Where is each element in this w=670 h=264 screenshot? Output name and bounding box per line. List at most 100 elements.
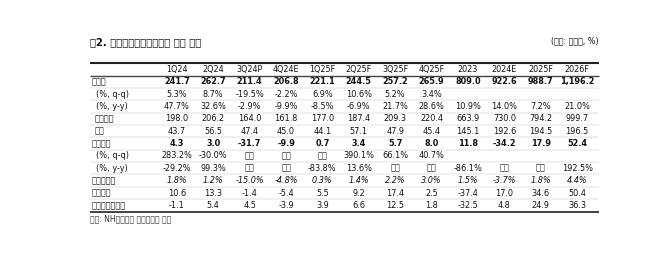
- Text: 영업이익: 영업이익: [92, 139, 112, 148]
- Text: 257.2: 257.2: [383, 77, 408, 86]
- Text: 4.8: 4.8: [498, 201, 511, 210]
- Text: 9.2: 9.2: [352, 188, 365, 197]
- Text: -29.2%: -29.2%: [163, 164, 191, 173]
- Text: 7.2%: 7.2%: [531, 102, 551, 111]
- Text: 50.4: 50.4: [568, 188, 586, 197]
- Text: -32.5: -32.5: [458, 201, 478, 210]
- Text: 일렉포일: 일렉포일: [94, 114, 114, 123]
- Text: 177.0: 177.0: [311, 114, 334, 123]
- Text: 43.7: 43.7: [168, 127, 186, 136]
- Text: 5.2%: 5.2%: [385, 89, 405, 98]
- Text: 2Q25F: 2Q25F: [346, 65, 372, 74]
- Text: -30.0%: -30.0%: [199, 152, 228, 161]
- Text: (%, y-y): (%, y-y): [96, 102, 128, 111]
- Text: 0.7: 0.7: [315, 139, 330, 148]
- Text: 283.2%: 283.2%: [161, 152, 192, 161]
- Text: 5.7: 5.7: [388, 139, 403, 148]
- Text: 1.8: 1.8: [425, 201, 438, 210]
- Text: 2Q24: 2Q24: [202, 65, 224, 74]
- Text: 2.5: 2.5: [425, 188, 438, 197]
- Text: 8.7%: 8.7%: [203, 89, 224, 98]
- Text: 1.8%: 1.8%: [531, 176, 551, 185]
- Text: 211.4: 211.4: [237, 77, 263, 86]
- Text: 2.2%: 2.2%: [385, 176, 405, 185]
- Text: (%, y-y): (%, y-y): [96, 164, 128, 173]
- Text: 47.4: 47.4: [241, 127, 259, 136]
- Text: 194.5: 194.5: [529, 127, 552, 136]
- Text: 흑전: 흑전: [391, 164, 400, 173]
- Text: -9.9: -9.9: [277, 139, 295, 148]
- Text: -5.4: -5.4: [278, 188, 294, 197]
- Text: 13.3: 13.3: [204, 188, 222, 197]
- Text: 적전: 적전: [281, 164, 291, 173]
- Text: 매출액: 매출액: [92, 77, 107, 86]
- Text: 192.5%: 192.5%: [561, 164, 592, 173]
- Text: 206.2: 206.2: [202, 114, 225, 123]
- Text: 2026F: 2026F: [565, 65, 590, 74]
- Text: 1.5%: 1.5%: [458, 176, 478, 185]
- Text: 32.6%: 32.6%: [200, 102, 226, 111]
- Text: 17.4: 17.4: [386, 188, 404, 197]
- Text: 14.0%: 14.0%: [491, 102, 517, 111]
- Text: 40.7%: 40.7%: [419, 152, 444, 161]
- Text: 265.9: 265.9: [419, 77, 444, 86]
- Text: 지배주주순이익: 지배주주순이익: [92, 201, 126, 210]
- Text: 663.9: 663.9: [456, 114, 480, 123]
- Text: 3Q25F: 3Q25F: [382, 65, 408, 74]
- Text: 3.4: 3.4: [352, 139, 366, 148]
- Text: (%, q-q): (%, q-q): [96, 89, 129, 98]
- Text: -1.4: -1.4: [242, 188, 257, 197]
- Text: -4.8%: -4.8%: [274, 176, 297, 185]
- Text: 10.6%: 10.6%: [346, 89, 372, 98]
- Text: -9.9%: -9.9%: [274, 102, 297, 111]
- Text: 3.4%: 3.4%: [421, 89, 442, 98]
- Text: 794.2: 794.2: [529, 114, 552, 123]
- Text: 57.1: 57.1: [350, 127, 368, 136]
- Text: 적지: 적지: [281, 152, 291, 161]
- Text: 3.0: 3.0: [206, 139, 220, 148]
- Text: 206.8: 206.8: [273, 77, 299, 86]
- Text: (단위: 십억원, %): (단위: 십억원, %): [551, 37, 599, 46]
- Text: 221.1: 221.1: [310, 77, 335, 86]
- Text: 390.1%: 390.1%: [343, 152, 375, 161]
- Text: -6.9%: -6.9%: [347, 102, 371, 111]
- Text: 5.3%: 5.3%: [167, 89, 187, 98]
- Text: 209.3: 209.3: [384, 114, 407, 123]
- Text: 99.3%: 99.3%: [200, 164, 226, 173]
- Text: 4.4%: 4.4%: [567, 176, 588, 185]
- Text: 45.4: 45.4: [423, 127, 441, 136]
- Text: 922.6: 922.6: [492, 77, 517, 86]
- Text: 187.4: 187.4: [347, 114, 371, 123]
- Text: 6.6: 6.6: [352, 201, 365, 210]
- Text: 4Q25F: 4Q25F: [419, 65, 445, 74]
- Text: -83.8%: -83.8%: [308, 164, 337, 173]
- Text: 13.6%: 13.6%: [346, 164, 372, 173]
- Text: 21.7%: 21.7%: [383, 102, 408, 111]
- Text: 809.0: 809.0: [455, 77, 481, 86]
- Text: 47.9: 47.9: [386, 127, 404, 136]
- Text: 8.0: 8.0: [424, 139, 439, 148]
- Text: 24.9: 24.9: [532, 201, 549, 210]
- Text: 10.6: 10.6: [168, 188, 186, 197]
- Text: 5.5: 5.5: [316, 188, 329, 197]
- Text: 1Q25F: 1Q25F: [310, 65, 336, 74]
- Text: 흑전: 흑전: [427, 164, 436, 173]
- Text: 196.5: 196.5: [565, 127, 589, 136]
- Text: -34.2: -34.2: [492, 139, 516, 148]
- Text: 12.5: 12.5: [386, 201, 404, 210]
- Text: 적전: 적전: [245, 152, 255, 161]
- Text: 17.0: 17.0: [495, 188, 513, 197]
- Text: 표2. 롯데에너지머티리얼즈 실적 전망: 표2. 롯데에너지머티리얼즈 실적 전망: [90, 37, 201, 47]
- Text: 6.9%: 6.9%: [312, 89, 333, 98]
- Text: -31.7: -31.7: [238, 139, 261, 148]
- Text: 3Q24P: 3Q24P: [237, 65, 263, 74]
- Text: 적전: 적전: [499, 164, 509, 173]
- Text: 52.4: 52.4: [567, 139, 587, 148]
- Text: -19.5%: -19.5%: [235, 89, 264, 98]
- Text: 1,196.2: 1,196.2: [560, 77, 594, 86]
- Text: 730.0: 730.0: [493, 114, 516, 123]
- Text: 56.5: 56.5: [204, 127, 222, 136]
- Text: 기타: 기타: [94, 127, 104, 136]
- Text: 4Q24E: 4Q24E: [273, 65, 299, 74]
- Text: 17.9: 17.9: [531, 139, 551, 148]
